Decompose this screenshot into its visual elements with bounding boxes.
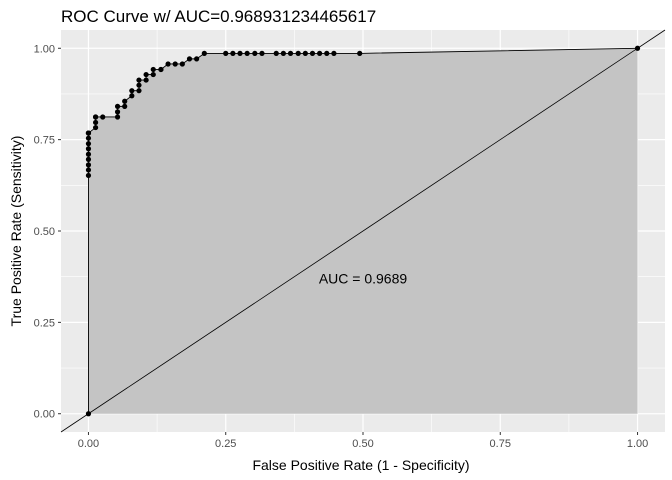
roc-point <box>237 50 243 56</box>
roc-point <box>114 103 121 109</box>
y-tick-label: 0.50 <box>34 226 55 238</box>
roc-point <box>302 50 308 56</box>
x-axis-ticks: 0.00 0.25 0.50 0.75 1.00 <box>78 432 648 450</box>
roc-point <box>230 50 236 56</box>
roc-point <box>85 172 92 179</box>
roc-point <box>179 61 185 67</box>
roc-point <box>136 82 142 88</box>
roc-point <box>150 71 156 78</box>
roc-point <box>223 50 229 56</box>
roc-point <box>165 61 171 67</box>
y-tick-label: 0.75 <box>34 135 55 147</box>
y-tick-label: 1.00 <box>34 43 55 55</box>
roc-point <box>158 66 164 73</box>
roc-point <box>324 50 330 56</box>
roc-point <box>122 98 128 104</box>
x-tick-label: 0.50 <box>352 438 373 450</box>
diagonal-reference-line <box>60 29 666 433</box>
roc-point <box>634 45 641 51</box>
roc-point <box>259 50 265 56</box>
roc-point <box>85 141 92 147</box>
roc-point <box>114 114 121 120</box>
roc-point <box>287 50 294 56</box>
roc-point <box>122 103 128 109</box>
roc-point <box>92 119 99 126</box>
y-axis-title: True Positive Rate (Sensitivity) <box>8 136 24 327</box>
roc-point <box>136 88 142 94</box>
x-tick-label: 0.25 <box>215 438 236 450</box>
roc-point <box>92 114 99 120</box>
roc-point <box>252 50 258 56</box>
x-tick-label: 1.00 <box>627 438 648 450</box>
roc-point <box>100 114 106 120</box>
roc-points <box>85 45 641 417</box>
roc-point <box>129 88 135 94</box>
roc-point <box>143 77 149 83</box>
roc-point <box>85 167 92 173</box>
roc-point <box>194 56 200 62</box>
roc-point <box>172 61 178 67</box>
roc-point <box>143 71 149 78</box>
roc-point <box>280 50 286 56</box>
y-tick-label: 0.25 <box>34 317 55 329</box>
roc-point <box>85 135 92 141</box>
chart-title: ROC Curve w/ AUC=0.968931234465617 <box>61 7 376 26</box>
roc-point <box>150 66 156 73</box>
x-tick-label: 0.00 <box>78 438 99 450</box>
roc-point <box>85 156 92 162</box>
roc-point <box>92 124 99 131</box>
roc-point <box>317 50 323 56</box>
roc-point <box>273 50 279 56</box>
roc-point <box>85 130 92 136</box>
roc-point <box>295 50 301 56</box>
roc-point <box>309 50 316 56</box>
roc-point <box>136 77 142 83</box>
roc-point <box>129 93 135 99</box>
y-tick-label: 0.00 <box>34 409 55 421</box>
roc-point <box>85 146 92 152</box>
y-axis-ticks: 0.00 0.25 0.50 0.75 1.00 <box>34 43 61 421</box>
roc-point <box>85 162 92 168</box>
roc-point <box>244 50 250 56</box>
x-axis-title: False Positive Rate (1 - Specificity) <box>252 457 469 473</box>
roc-point <box>186 56 193 62</box>
roc-point <box>357 50 363 56</box>
roc-point <box>85 411 92 417</box>
roc-point <box>114 109 121 115</box>
roc-point <box>331 50 337 56</box>
auc-annotation: AUC = 0.9689 <box>319 271 408 287</box>
roc-point <box>201 50 207 56</box>
x-tick-label: 0.75 <box>490 438 511 450</box>
roc-point <box>85 151 92 157</box>
